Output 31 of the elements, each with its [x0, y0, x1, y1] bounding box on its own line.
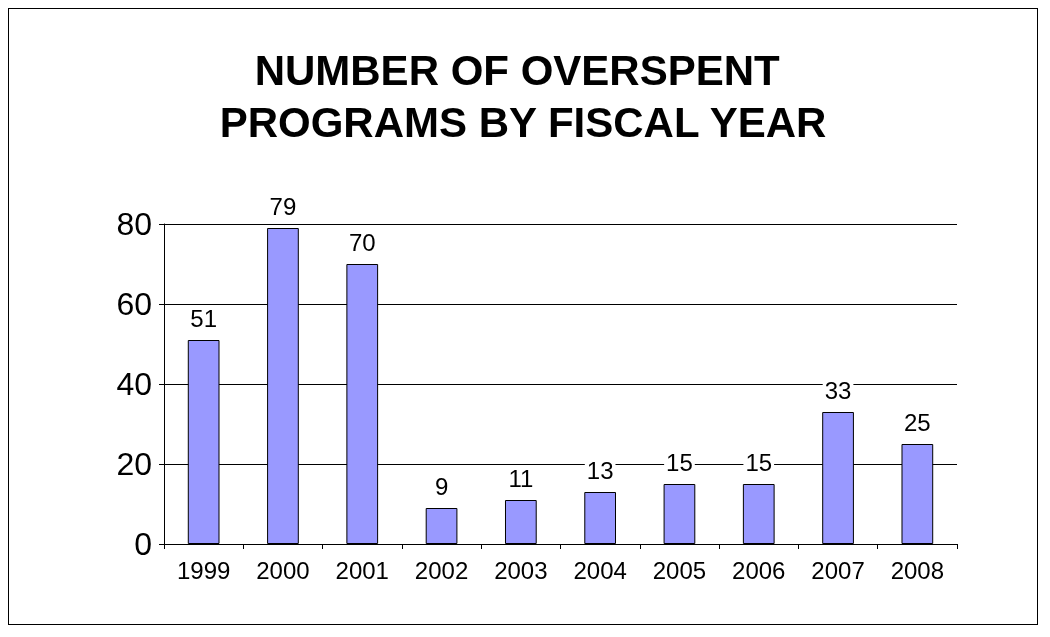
x-tick-label: 2007 — [811, 556, 865, 584]
bar — [584, 492, 617, 544]
x-tick-label: 2006 — [732, 556, 786, 584]
x-tick-label: 2005 — [652, 556, 707, 584]
x-tick-label: 1999 — [176, 556, 231, 584]
y-tick-label: 60 — [116, 286, 152, 322]
data-label: 13 — [586, 456, 614, 484]
x-tick-label: 2002 — [414, 556, 469, 584]
y-tick-label: 80 — [116, 206, 152, 242]
data-label: 15 — [745, 448, 773, 476]
data-label: 11 — [508, 464, 534, 492]
data-label: 70 — [348, 228, 376, 256]
x-tick-label: 2001 — [335, 556, 389, 584]
y-tick-label: 20 — [116, 446, 152, 482]
bar — [663, 484, 696, 544]
data-label: 15 — [666, 448, 693, 476]
bar — [504, 500, 537, 544]
x-tick-label: 2000 — [256, 556, 310, 584]
y-tick-label: 40 — [116, 366, 152, 402]
data-label: 25 — [904, 408, 931, 436]
y-tick-label: 0 — [134, 526, 152, 562]
data-label: 9 — [434, 472, 449, 500]
data-label: 79 — [269, 192, 297, 220]
x-tick-label: 2004 — [573, 556, 627, 584]
bar — [425, 508, 458, 544]
data-label: 51 — [190, 304, 217, 332]
chart-title: NUMBER OF OVERSPENT PROGRAMS BY FISCAL YEAR — [219, 46, 827, 146]
x-tick-label: 2003 — [494, 556, 548, 584]
data-label: 33 — [824, 376, 852, 404]
x-tick-label: 2008 — [890, 556, 945, 584]
bar — [742, 484, 775, 544]
